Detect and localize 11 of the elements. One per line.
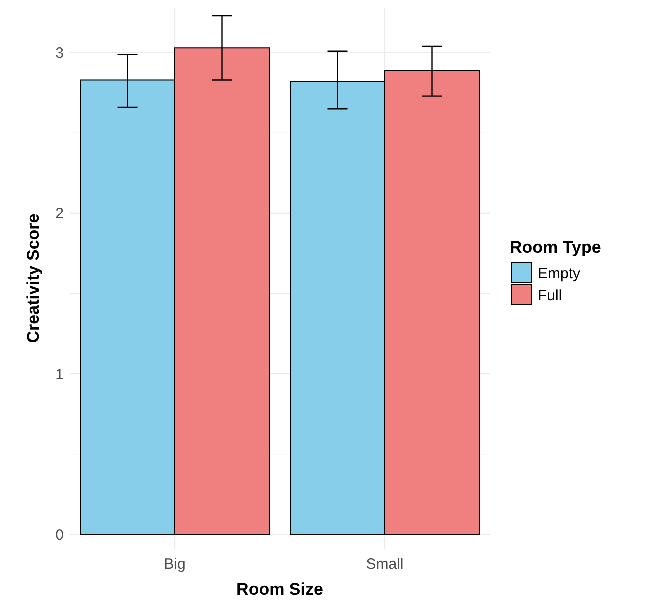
x-axis-title: Room Size [236, 580, 324, 599]
legend-title: Room Type [510, 238, 602, 257]
legend-label: Empty [538, 265, 582, 282]
legend-label: Full [538, 287, 562, 304]
x-tick-label: Small [366, 556, 404, 573]
y-tick-label: 1 [56, 366, 64, 384]
x-tick-label: Big [164, 556, 186, 573]
y-tick-label: 3 [56, 45, 64, 62]
y-tick-label: 0 [56, 526, 64, 544]
y-axis-title: Creativity Score [24, 214, 43, 344]
y-tick-label: 2 [56, 206, 64, 223]
